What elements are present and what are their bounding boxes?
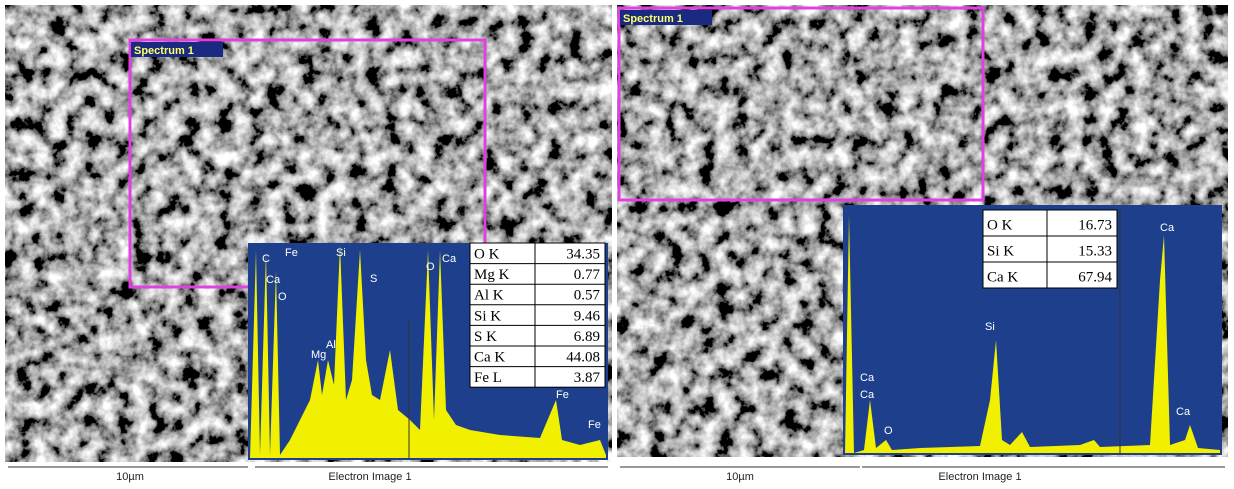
weight-percent: 67.94 — [1078, 270, 1112, 286]
element: Si K — [987, 244, 1014, 260]
weight-percent: 9.46 — [574, 308, 601, 324]
peak-label: Ca — [1160, 222, 1175, 234]
peak-label: S — [370, 273, 377, 285]
peak-label: Mg — [311, 349, 326, 361]
peak-label: O — [426, 261, 435, 273]
peak-label: Si — [985, 321, 995, 333]
element: Ca K — [474, 349, 505, 365]
weight-percent: 34.35 — [566, 246, 600, 262]
caption: Electron Image 1 — [938, 471, 1021, 483]
peak-label: Ca — [442, 253, 457, 265]
element: O K — [474, 246, 500, 262]
weight-percent: 3.87 — [574, 370, 601, 386]
spectrum-label: Spectrum 1 — [134, 45, 194, 57]
caption: Electron Image 1 — [328, 471, 411, 483]
element: S K — [474, 329, 497, 345]
peak-label: Al — [326, 339, 336, 351]
element: Ca K — [987, 270, 1018, 286]
peak-label: O — [278, 291, 287, 303]
weight-percent: 6.89 — [574, 329, 600, 345]
element: Si K — [474, 308, 501, 324]
peak-label: Ca — [266, 274, 281, 286]
peak-label: Ca — [1176, 406, 1191, 418]
peak-label: Fe — [285, 247, 298, 259]
scale-label: 10µm — [726, 471, 754, 483]
peak-label: Ca — [860, 389, 875, 401]
weight-percent: 44.08 — [566, 349, 600, 365]
weight-percent: 15.33 — [1078, 244, 1112, 260]
element: Mg K — [474, 267, 510, 283]
element: Al K — [474, 288, 504, 304]
scale-label: 10µm — [116, 471, 144, 483]
peak-label: Ca — [860, 372, 875, 384]
peak-label: C — [262, 253, 270, 265]
element: O K — [987, 218, 1013, 234]
spectrum-label: Spectrum 1 — [623, 13, 683, 25]
peak-label: Si — [336, 247, 346, 259]
peak-label: O — [884, 425, 893, 437]
page: {"panels":[ {"spectrum_label":"Spectrum … — [0, 0, 1234, 489]
element: Fe L — [474, 370, 502, 386]
peak-label: Fe — [556, 389, 569, 401]
figure: Spectrum 1 Spectrum 1 10µm Electron Imag… — [0, 0, 1234, 489]
weight-percent: 16.73 — [1078, 218, 1112, 234]
weight-percent: 0.77 — [574, 267, 601, 283]
weight-percent: 0.57 — [574, 288, 601, 304]
peak-label: Fe — [588, 419, 601, 431]
